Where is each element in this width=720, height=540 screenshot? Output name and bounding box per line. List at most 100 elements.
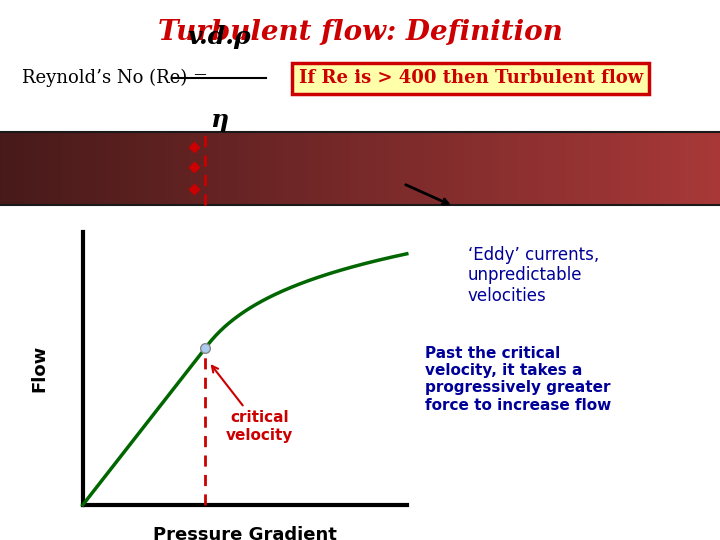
Bar xyxy=(549,132,552,205)
Bar xyxy=(585,132,588,205)
Bar xyxy=(646,132,648,205)
Bar xyxy=(19,132,22,205)
Bar xyxy=(559,132,562,205)
Bar xyxy=(444,132,446,205)
Bar xyxy=(629,132,631,205)
Bar xyxy=(660,132,662,205)
Bar xyxy=(24,132,27,205)
Text: Turbulent flow: Definition: Turbulent flow: Definition xyxy=(158,19,562,46)
Bar xyxy=(94,132,96,205)
Bar xyxy=(528,132,531,205)
Bar xyxy=(441,132,444,205)
Bar xyxy=(36,132,38,205)
Bar xyxy=(425,132,427,205)
Bar xyxy=(315,132,317,205)
Bar xyxy=(557,132,559,205)
Bar xyxy=(430,132,432,205)
Text: Pressure Gradient: Pressure Gradient xyxy=(153,525,337,540)
Bar xyxy=(108,132,110,205)
Bar xyxy=(17,132,19,205)
Bar xyxy=(626,132,629,205)
Bar xyxy=(175,132,178,205)
Bar xyxy=(511,132,513,205)
Bar xyxy=(125,132,127,205)
Bar xyxy=(516,132,518,205)
Bar xyxy=(74,132,77,205)
Bar xyxy=(180,132,182,205)
Bar xyxy=(216,132,218,205)
Bar xyxy=(276,132,279,205)
Bar xyxy=(189,132,192,205)
Bar xyxy=(137,132,139,205)
Bar xyxy=(382,132,384,205)
Bar xyxy=(31,132,34,205)
Bar xyxy=(686,132,689,205)
Bar xyxy=(619,132,621,205)
Bar xyxy=(228,132,230,205)
Bar xyxy=(523,132,526,205)
Bar xyxy=(405,132,408,205)
Bar xyxy=(432,132,434,205)
Bar xyxy=(655,132,657,205)
Bar xyxy=(326,132,329,205)
Bar xyxy=(34,132,36,205)
Bar xyxy=(43,132,45,205)
Bar xyxy=(667,132,670,205)
Bar xyxy=(173,132,175,205)
Bar xyxy=(662,132,665,205)
Bar xyxy=(706,132,708,205)
Bar xyxy=(463,132,466,205)
Bar xyxy=(451,132,454,205)
Bar xyxy=(338,132,341,205)
Bar xyxy=(684,132,686,205)
Bar xyxy=(641,132,643,205)
Bar xyxy=(225,132,228,205)
Bar xyxy=(394,132,396,205)
Bar xyxy=(286,132,288,205)
Bar xyxy=(295,132,297,205)
Text: η: η xyxy=(210,108,229,132)
Bar xyxy=(86,132,89,205)
Bar xyxy=(487,132,490,205)
Bar xyxy=(701,132,703,205)
Bar xyxy=(434,132,437,205)
Bar xyxy=(5,132,7,205)
Bar xyxy=(161,132,163,205)
Bar xyxy=(482,132,485,205)
Bar xyxy=(535,132,538,205)
Bar xyxy=(499,132,502,205)
Bar xyxy=(182,132,185,205)
Bar xyxy=(567,132,569,205)
Bar xyxy=(636,132,639,205)
Bar xyxy=(574,132,576,205)
Bar xyxy=(360,132,362,205)
Bar xyxy=(374,132,377,205)
Bar xyxy=(38,132,41,205)
Bar xyxy=(473,132,475,205)
Bar xyxy=(149,132,151,205)
Bar xyxy=(230,132,233,205)
Bar xyxy=(12,132,14,205)
Bar xyxy=(461,132,463,205)
Bar xyxy=(333,132,336,205)
Bar xyxy=(581,132,583,205)
Bar xyxy=(468,132,470,205)
Bar xyxy=(58,132,60,205)
Bar xyxy=(130,132,132,205)
Bar xyxy=(283,132,286,205)
Bar xyxy=(617,132,619,205)
Bar xyxy=(711,132,713,205)
Bar xyxy=(569,132,571,205)
Bar xyxy=(77,132,79,205)
Bar xyxy=(55,132,58,205)
Bar xyxy=(14,132,17,205)
Bar xyxy=(211,132,214,205)
Bar xyxy=(319,132,322,205)
Bar xyxy=(60,132,63,205)
Bar xyxy=(495,132,497,205)
Bar xyxy=(185,132,187,205)
Bar xyxy=(446,132,449,205)
Bar xyxy=(214,132,216,205)
Bar xyxy=(497,132,499,205)
Bar xyxy=(600,132,603,205)
